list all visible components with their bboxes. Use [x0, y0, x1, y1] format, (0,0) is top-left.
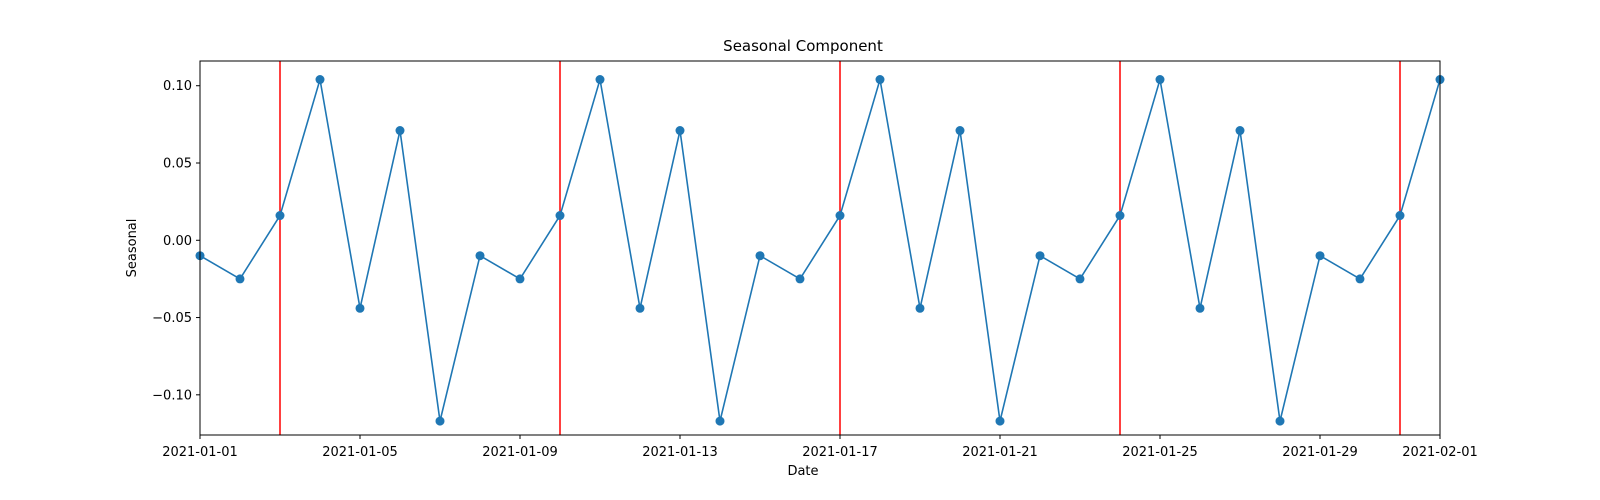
data-point	[435, 416, 445, 426]
data-point	[755, 251, 765, 261]
data-point	[1235, 126, 1245, 136]
data-point	[1035, 251, 1045, 261]
data-point	[875, 75, 885, 85]
data-point	[235, 274, 245, 284]
x-tick-label: 2021-01-17	[802, 445, 878, 460]
y-axis-label: Seasonal	[125, 219, 140, 278]
data-point	[1315, 251, 1325, 261]
data-point	[1115, 211, 1125, 221]
data-point	[995, 416, 1005, 426]
y-tick-label: 0.05	[163, 157, 192, 172]
data-point	[915, 303, 925, 313]
data-point	[275, 211, 285, 221]
x-axis-label: Date	[787, 464, 818, 479]
data-point	[515, 274, 525, 284]
data-point	[595, 75, 605, 85]
data-point	[555, 211, 565, 221]
data-point	[795, 274, 805, 284]
data-point	[315, 75, 325, 85]
y-axis-ticks: 0.10 0.05 0.00 −0.05 −0.10	[152, 79, 200, 403]
x-tick-label: 2021-01-01	[162, 445, 238, 460]
data-point	[835, 211, 845, 221]
data-point	[955, 126, 965, 136]
y-tick-label: −0.10	[152, 388, 192, 403]
x-tick-label: 2021-01-25	[1122, 445, 1198, 460]
x-tick-label: 2021-01-21	[962, 445, 1038, 460]
data-point	[675, 126, 685, 136]
data-point	[355, 303, 365, 313]
seasonal-series	[195, 75, 1445, 426]
plot-frame	[199, 60, 1441, 436]
y-tick-label: 0.10	[163, 79, 192, 94]
y-tick-label: 0.00	[163, 234, 192, 249]
data-point	[395, 126, 405, 136]
data-point	[1275, 416, 1285, 426]
data-point	[1395, 211, 1405, 221]
x-tick-label: 2021-01-29	[1282, 445, 1358, 460]
data-point	[475, 251, 485, 261]
x-tick-label: 2021-01-09	[482, 445, 558, 460]
vertical-marker-lines	[279, 61, 1401, 435]
y-tick-label: −0.05	[152, 311, 192, 326]
x-tick-label: 2021-01-05	[322, 445, 398, 460]
data-point	[1155, 75, 1165, 85]
x-tick-label: 2021-01-13	[642, 445, 718, 460]
data-point	[635, 303, 645, 313]
x-axis-ticks: 2021-01-01 2021-01-05 2021-01-09 2021-01-13…	[162, 435, 1478, 460]
data-point	[1075, 274, 1085, 284]
x-tick-label: 2021-02-01	[1402, 445, 1478, 460]
series-line	[199, 79, 1441, 422]
data-point	[1355, 274, 1365, 284]
data-point	[1195, 303, 1205, 313]
chart-title: Seasonal Component	[723, 37, 883, 55]
data-point	[715, 416, 725, 426]
